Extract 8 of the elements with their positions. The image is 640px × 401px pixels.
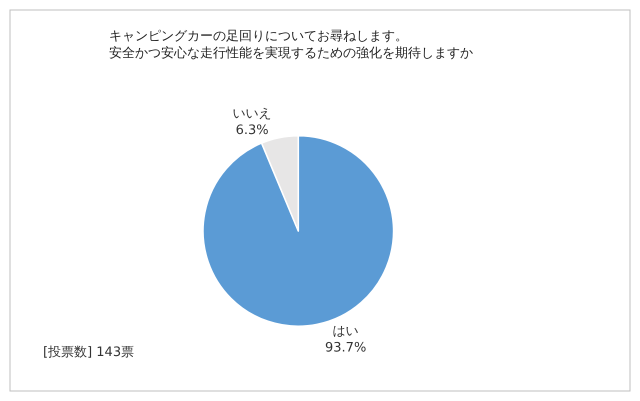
text: [投票数] 143票 <box>43 345 134 360</box>
chart-subtitle: 安全かつ安心な走行性能を実現するための強化を期待しますか <box>108 45 473 61</box>
data-label: 93.7% <box>325 340 366 356</box>
data-label: 6.3% <box>236 123 269 138</box>
chart-title: キャンピングカーの足回りについてお尋ねします。 <box>108 29 408 44</box>
slice-label: はい <box>332 324 359 339</box>
slice-label: いいえ <box>232 106 272 122</box>
pie-slice <box>202 134 394 327</box>
